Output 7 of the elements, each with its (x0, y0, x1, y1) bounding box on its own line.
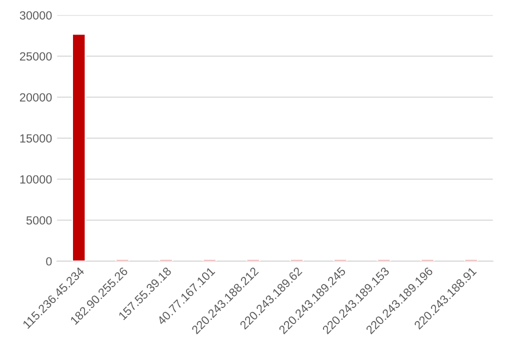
y-tick-label: 30000 (20, 11, 52, 20)
y-tick-label: 10000 (20, 175, 52, 184)
y-tick-label: 25000 (20, 52, 52, 61)
y-tick-label: 0 (46, 257, 52, 266)
y-tick-label: 20000 (20, 93, 52, 102)
y-tick-label: 5000 (26, 216, 52, 225)
y-tick-label: 15000 (20, 134, 52, 143)
